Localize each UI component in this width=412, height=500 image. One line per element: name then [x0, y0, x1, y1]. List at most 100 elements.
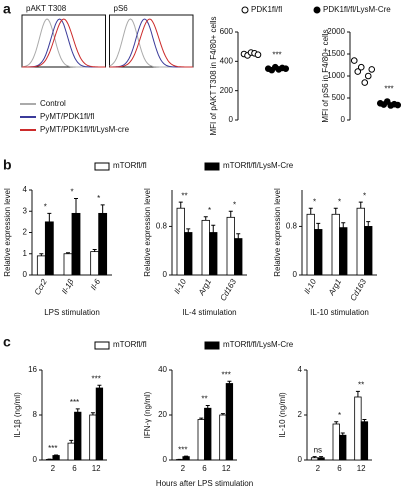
x-tick-label: 2	[51, 464, 56, 473]
y-axis-label: Relative expression level	[273, 188, 282, 277]
y-tick-label: 8	[33, 410, 38, 419]
x-tick-label: Cd163	[348, 277, 368, 302]
significance: ***	[48, 444, 57, 453]
dot	[254, 51, 262, 59]
legend-label: PyMT/PDK1fl/fl/LysM-cre	[40, 125, 130, 134]
significance: ***	[70, 398, 79, 407]
error-bar	[341, 222, 346, 228]
legend-label: Control	[40, 99, 66, 108]
bar	[63, 253, 73, 276]
legend-swatch	[241, 6, 249, 14]
y-tick-label: 0	[163, 455, 168, 464]
bar	[71, 212, 81, 276]
bar	[314, 229, 323, 276]
y-tick-label: 4	[23, 185, 28, 194]
bar	[36, 255, 46, 276]
y-tick-label: 500	[332, 93, 346, 102]
y-tick-label: 1500	[327, 49, 345, 58]
error-bar	[90, 412, 95, 415]
dot	[364, 72, 372, 80]
error-bar	[92, 249, 97, 252]
panel-label: c	[3, 334, 11, 350]
histogram-curve	[109, 18, 193, 68]
y-tick-label: 1000	[327, 71, 345, 80]
plot-frame	[21, 14, 106, 68]
significance: *	[97, 194, 100, 203]
error-bar	[362, 419, 367, 422]
significance: ***	[178, 445, 187, 454]
bar	[339, 227, 348, 276]
legend-label: mTORfl/fl	[113, 340, 147, 349]
y-tick-label: 2	[23, 228, 28, 237]
error-bar	[340, 432, 345, 436]
error-bar	[54, 454, 59, 456]
y-axis-label: IFN-γ (ng/ml)	[143, 391, 152, 438]
bar	[310, 457, 319, 461]
x-tick-label: Il-10	[172, 277, 188, 295]
bar	[219, 414, 227, 461]
x-tick-label: 12	[222, 464, 231, 473]
legend-swatch	[204, 341, 220, 350]
y-axis-label: Relative expression level	[3, 188, 12, 277]
y-tick-label: 0.8	[286, 222, 298, 231]
significance: *	[338, 411, 341, 420]
error-bar	[205, 405, 210, 409]
significance: *	[208, 206, 211, 215]
bar	[95, 387, 104, 461]
y-axis-label: IL-1β (ng/ml)	[13, 392, 22, 438]
y-axis-label: MFI of pAKT T308 in F4/80+ cells	[209, 16, 218, 135]
error-bar	[319, 456, 324, 458]
error-bar	[75, 408, 80, 413]
bar	[89, 414, 97, 461]
y-tick-label: 600	[220, 27, 234, 36]
error-bar	[74, 198, 78, 214]
panel-title: pS6	[114, 4, 129, 13]
y-axis-label: Relative expression level	[143, 188, 152, 277]
legend-label: mTORfl/fl/LysM-Cre	[223, 161, 294, 170]
bar	[234, 238, 243, 276]
significance: ***	[272, 50, 281, 59]
x-axis-label: LPS stimulation	[44, 308, 100, 317]
y-tick-label: 200	[220, 86, 234, 95]
bar	[52, 455, 60, 461]
significance: ***	[384, 85, 393, 94]
legend-swatch	[94, 341, 110, 350]
plot-frame	[109, 14, 194, 68]
legend-swatch	[94, 162, 110, 171]
error-bar	[316, 222, 321, 230]
bar	[201, 219, 210, 276]
x-tick-label: 12	[92, 464, 101, 473]
x-tick-label: 6	[202, 464, 207, 473]
significance: *	[70, 188, 73, 197]
y-tick-label: 0	[341, 115, 346, 124]
y-tick-label: 40	[158, 365, 167, 374]
significance: *	[363, 191, 366, 200]
y-tick-label: 1	[23, 249, 28, 258]
y-tick-label: 2000	[327, 27, 345, 36]
error-bar	[39, 253, 44, 256]
error-bar	[228, 210, 233, 218]
bar	[204, 407, 212, 461]
significance: *	[44, 202, 47, 211]
bar	[98, 212, 108, 276]
bar	[339, 434, 347, 461]
x-tick-label: 2	[181, 464, 186, 473]
dot	[368, 66, 376, 73]
legend-label: PDK1fl/fl	[251, 5, 282, 14]
error-bar	[355, 390, 360, 397]
x-tick-label: Arg1	[326, 278, 343, 298]
bar	[197, 419, 205, 461]
legend-label: mTORfl/fl	[113, 161, 147, 170]
dot	[350, 57, 358, 64]
bar	[306, 213, 315, 276]
bar	[44, 221, 54, 276]
error-bar	[178, 201, 183, 209]
error-bar	[227, 380, 232, 384]
bar	[360, 421, 369, 461]
y-tick-label: 2	[298, 410, 303, 419]
bar	[317, 457, 325, 461]
y-tick-label: 0	[229, 115, 234, 124]
bar	[226, 216, 235, 276]
panel-label: b	[3, 157, 12, 173]
